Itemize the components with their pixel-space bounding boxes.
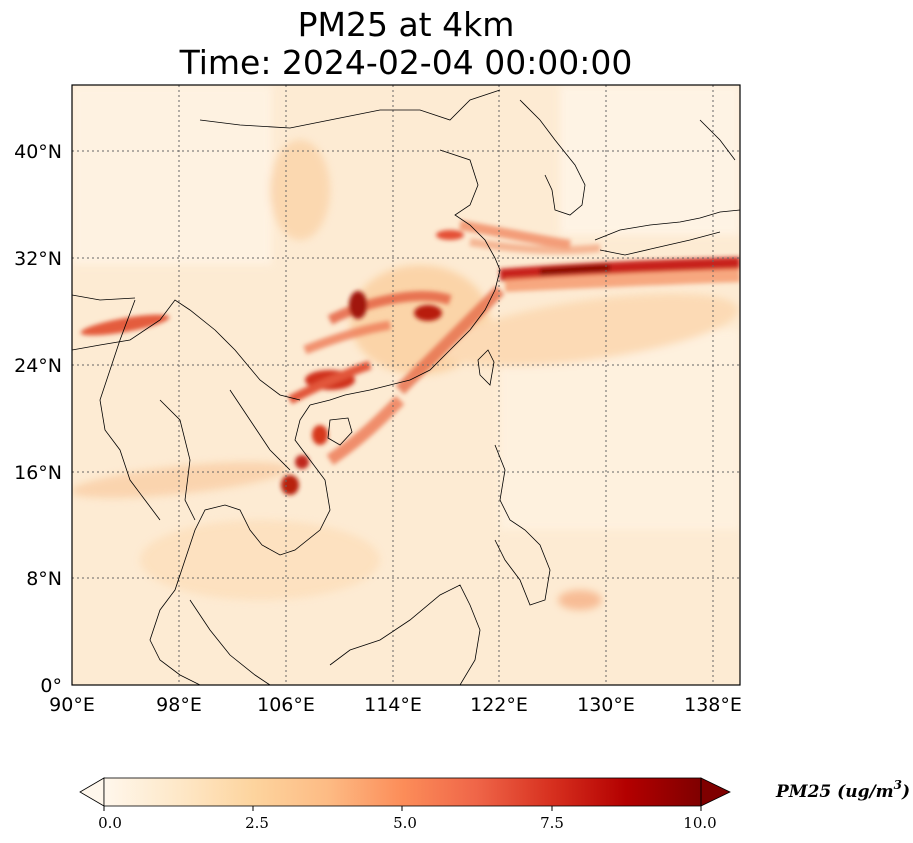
lon-tick-label: 122°E bbox=[470, 694, 528, 716]
lon-tick-label: 138°E bbox=[684, 694, 742, 716]
lon-tick-label: 114°E bbox=[364, 694, 422, 716]
lat-tick-label: 0° bbox=[40, 675, 62, 697]
colorbar-label-text: PM25 (ug/m bbox=[775, 782, 894, 802]
colorbar-label-close: ) bbox=[901, 782, 910, 802]
colorbar-extend-min bbox=[79, 777, 105, 807]
lat-tick-label: 32°N bbox=[14, 248, 62, 270]
lon-tick-labels: 90°E 98°E 106°E 114°E 122°E 130°E 138°E bbox=[49, 694, 742, 716]
colorbar-label-superscript: 3 bbox=[894, 778, 902, 792]
colorbar-extend-max bbox=[700, 777, 731, 807]
map-title-line1: PM25 at 4km bbox=[297, 5, 515, 44]
lat-tick-label: 16°N bbox=[14, 462, 62, 484]
colorbar-tick-label: 10.0 bbox=[683, 814, 716, 832]
lat-tick-label: 40°N bbox=[14, 141, 62, 163]
lat-tick-label: 24°N bbox=[14, 355, 62, 377]
lon-tick-label: 130°E bbox=[577, 694, 635, 716]
map-frame bbox=[71, 84, 741, 686]
colorbar-gradient bbox=[104, 778, 701, 806]
coastlines bbox=[72, 89, 740, 685]
lon-tick-label: 106°E bbox=[257, 694, 315, 716]
colorbar-tick-label: 0.0 bbox=[98, 814, 122, 832]
colorbar-tick-label: 5.0 bbox=[393, 814, 417, 832]
colorbar-tick-label: 2.5 bbox=[245, 814, 269, 832]
lat-tick-label: 8°N bbox=[26, 568, 62, 590]
lat-tick-labels: 0° 8°N 16°N 24°N 32°N 40°N bbox=[14, 141, 62, 697]
pm25-field bbox=[72, 85, 740, 685]
colorbar-label: PM25 (ug/m3) bbox=[775, 778, 910, 802]
map-gridlines bbox=[72, 85, 740, 685]
map-title-line2: Time: 2024-02-04 00:00:00 bbox=[179, 43, 633, 82]
lon-tick-label: 90°E bbox=[49, 694, 95, 716]
colorbar: 0.0 2.5 5.0 7.5 10.0 PM25 (ug/m3) bbox=[79, 777, 910, 832]
colorbar-tick-label: 7.5 bbox=[540, 814, 564, 832]
lon-tick-label: 98°E bbox=[156, 694, 202, 716]
